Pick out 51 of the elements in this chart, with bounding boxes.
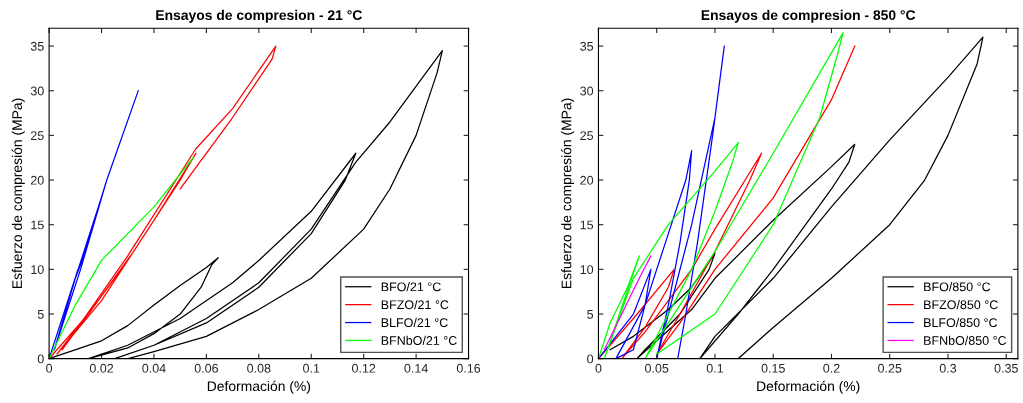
x-tick-label: 0.06 <box>194 363 219 373</box>
x-tick-label: 0.12 <box>352 363 376 373</box>
y-axis-title: Esfuerzo de compresión (MPa) <box>561 98 575 289</box>
chart-title: Ensayos de compresion - 850 °C <box>701 9 916 23</box>
y-tick-label: 25 <box>580 131 594 141</box>
x-tick-label: 0.25 <box>878 363 902 373</box>
y-tick-label: 20 <box>30 175 44 185</box>
line-series <box>49 157 194 359</box>
x-tick-label: 0.08 <box>247 363 271 373</box>
line-series <box>603 255 652 351</box>
legend-label: BFNbO/850 °C <box>924 335 1007 345</box>
x-tick-label: 0.05 <box>645 363 669 373</box>
y-tick-label: 0 <box>587 354 594 364</box>
legend-label: BFO/21 °C <box>381 282 441 292</box>
y-tick-label: 30 <box>580 86 594 96</box>
x-tick-label: 0.1 <box>303 363 320 373</box>
x-axis-title: Deformación (%) <box>757 380 860 394</box>
y-tick-label: 15 <box>580 220 594 230</box>
y-tick-label: 10 <box>31 265 44 275</box>
x-tick-label: 0.2 <box>823 363 840 373</box>
x-tick-label: 0.16 <box>456 363 481 373</box>
x-tick-label: 0.04 <box>142 363 166 373</box>
y-tick-label: 10 <box>580 265 594 275</box>
y-tick-label: 20 <box>580 175 594 185</box>
line-series <box>598 45 725 359</box>
legend-label: BFZO/850 °C <box>924 299 998 310</box>
chart-title: Ensayos de compresion - 21 °C <box>156 9 362 23</box>
y-tick-label: 5 <box>37 309 44 319</box>
y-tick-label: 5 <box>587 309 594 319</box>
y-axis-title: Esfuerzo de compresión (MPa) <box>11 98 25 289</box>
legend-label: BFZO/21 °C <box>381 299 449 310</box>
x-tick-label: 0 <box>595 363 602 373</box>
legend-label: BFNbO/21 °C <box>381 335 457 345</box>
x-tick-label: 0 <box>46 363 53 373</box>
line-series <box>49 45 277 359</box>
x-tick-label: 0.02 <box>89 363 114 373</box>
y-tick-label: 35 <box>580 41 594 51</box>
x-tick-label: 0.15 <box>761 363 785 373</box>
x-axis-title: Deformación (%) <box>207 380 311 394</box>
legend-label: BLFO/850 °C <box>924 317 998 328</box>
y-tick-label: 0 <box>37 354 44 364</box>
y-tick-label: 35 <box>30 41 44 51</box>
x-tick-label: 0.1 <box>706 363 724 373</box>
y-tick-label: 30 <box>30 86 44 96</box>
x-tick-label: 0.3 <box>939 363 957 373</box>
x-tick-label: 0.14 <box>404 363 428 373</box>
y-tick-label: 25 <box>30 131 44 141</box>
x-tick-label: 0.35 <box>994 363 1018 373</box>
legend-label: BLFO/21 °C <box>381 317 448 328</box>
legend-label: BFO/850 °C <box>924 282 991 292</box>
y-tick-label: 15 <box>31 220 44 230</box>
